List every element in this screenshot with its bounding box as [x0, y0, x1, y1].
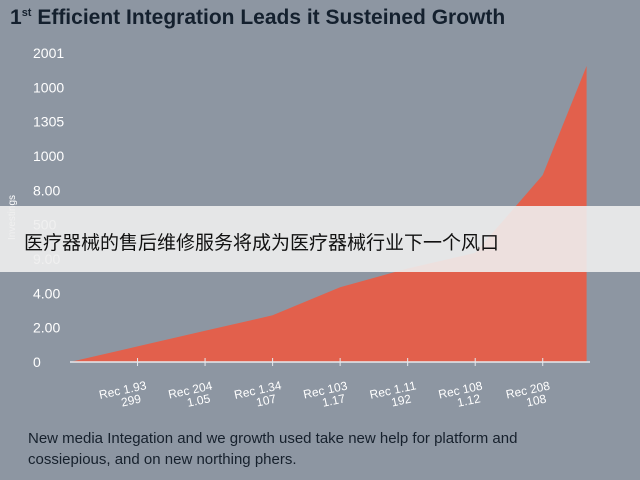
x-tick-label: Rec 1.93299	[98, 378, 151, 413]
x-tick-label: Rec 1.11192	[368, 378, 420, 413]
y-tick-label: 2001	[33, 45, 64, 61]
y-tick-label: 1000	[33, 79, 64, 95]
chart-title: 1st Efficient Integration Leads it Suste…	[10, 6, 506, 29]
y-tick-label: 1000	[33, 148, 64, 164]
area-series	[70, 66, 587, 362]
y-tick-label: 2.00	[33, 320, 60, 336]
caption-banner-text: 医疗器械的售后维修服务将成为医疗器械行业下一个风口	[24, 233, 500, 254]
x-tick-label: Rec 1081.12	[437, 379, 486, 414]
x-tick-label: Rec 2041.05	[167, 379, 216, 414]
caption-banner	[0, 206, 640, 272]
y-tick-label: 1305	[33, 114, 64, 130]
y-tick-label: 8.00	[33, 182, 60, 198]
y-tick-label: 4.00	[33, 285, 60, 301]
x-tick-label: Rec 1.34107	[233, 378, 286, 413]
x-tick-label: Rec 1031.17	[302, 379, 351, 414]
y-tick-label: 0	[33, 354, 41, 370]
x-tick-label: Rec 208108	[505, 379, 554, 414]
footnote: New media Integation and we growth used …	[28, 430, 518, 468]
x-axis-ticks: Rec 1.93299 Rec 2041.05 Rec 1.34107 Rec 103…	[98, 358, 554, 414]
